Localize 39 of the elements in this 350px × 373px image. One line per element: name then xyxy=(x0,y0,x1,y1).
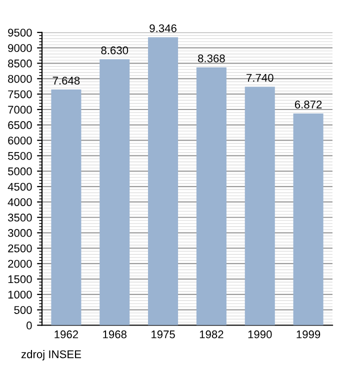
y-tick-label: 0 xyxy=(26,322,32,330)
y-tick-label: 3000 xyxy=(8,229,32,237)
y-tick-label: 8000 xyxy=(8,74,32,83)
y-tick-label: 4000 xyxy=(8,198,32,206)
y-tick-label: 3500 xyxy=(8,214,32,222)
y-tick-label: 7500 xyxy=(8,90,32,98)
y-tick-label: 8500 xyxy=(8,60,32,68)
x-tick-label: 1968 xyxy=(103,330,126,338)
y-tick-label: 7000 xyxy=(8,106,32,114)
y-tick-label: 5500 xyxy=(8,152,32,160)
y-tick-label: 2500 xyxy=(8,244,32,252)
y-tick-label: 5000 xyxy=(8,167,32,176)
y-tick-label: 2000 xyxy=(8,260,32,268)
y-tick-label: 1000 xyxy=(8,290,32,299)
text: zdroj INSEE xyxy=(21,350,82,360)
x-tick-label: 1990 xyxy=(248,330,272,338)
y-tick-label: 500 xyxy=(14,306,32,314)
data-label: 7.648 xyxy=(52,76,80,85)
bar xyxy=(100,59,130,326)
bar xyxy=(148,37,178,326)
x-tick-label: 1962 xyxy=(54,330,78,338)
y-tick-label: 9500 xyxy=(8,28,32,37)
data-label: 7.740 xyxy=(246,74,274,82)
y-tick-label: 6000 xyxy=(8,136,32,144)
y-tick-label: 6500 xyxy=(8,121,32,130)
bar xyxy=(196,67,226,326)
bar xyxy=(244,86,275,326)
x-tick-label: 1982 xyxy=(200,330,224,338)
data-label: 9.346 xyxy=(150,24,176,32)
y-tick-label: 1500 xyxy=(8,275,32,284)
x-tick-label: 1975 xyxy=(152,330,175,338)
bar xyxy=(51,90,82,326)
data-label: 8.368 xyxy=(198,54,225,62)
y-tick-label: 4500 xyxy=(8,182,32,191)
bar xyxy=(293,113,324,326)
x-tick-label: 1999 xyxy=(296,330,320,338)
data-label: 8.630 xyxy=(101,46,128,54)
y-tick-label: 9000 xyxy=(8,44,32,52)
data-label: 6.872 xyxy=(294,100,322,108)
